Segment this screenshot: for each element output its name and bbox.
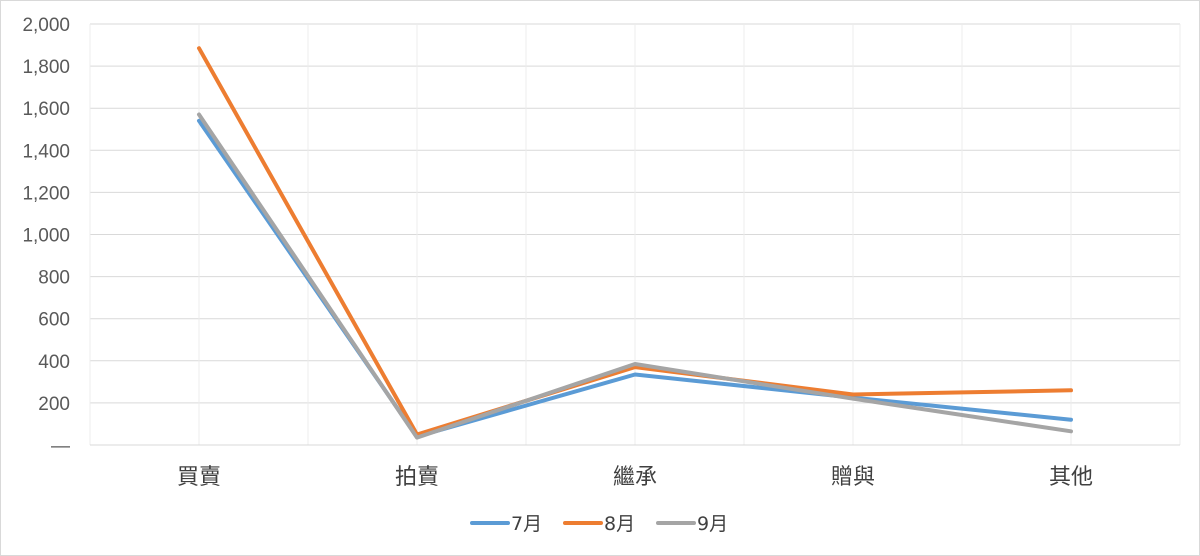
legend-label: 9月 bbox=[697, 513, 728, 535]
y-tick-label: 800 bbox=[38, 268, 70, 289]
x-tick-label: 其他 bbox=[1049, 465, 1093, 490]
x-tick-label: 贈與 bbox=[831, 465, 875, 490]
legend-label: 8月 bbox=[604, 513, 635, 535]
y-tick-label: 1,000 bbox=[22, 226, 70, 247]
y-tick-label: 1,400 bbox=[22, 141, 70, 162]
x-tick-label: 繼承 bbox=[613, 465, 657, 490]
series-lines bbox=[197, 46, 1073, 440]
x-tick-label: 拍賣 bbox=[395, 465, 439, 490]
series-line-2 bbox=[197, 46, 1073, 437]
y-tick-label: 1,200 bbox=[22, 183, 70, 204]
x-axis: 買賣 拍賣 繼承 贈與 其他 bbox=[90, 444, 1180, 490]
y-tick-label: 1,800 bbox=[22, 57, 70, 78]
legend-label: 7月 bbox=[511, 513, 542, 535]
y-tick-label: 1,600 bbox=[22, 99, 70, 120]
y-axis: — 200 400 600 800 1,000 1,200 1,400 1,600 1,800 2,… bbox=[22, 15, 70, 457]
y-tick-label: 400 bbox=[38, 352, 70, 373]
y-tick-label: 200 bbox=[38, 394, 70, 415]
y-tick-label: — bbox=[51, 436, 70, 457]
legend: 7月 8月 9月 bbox=[470, 513, 728, 535]
y-tick-label: 600 bbox=[38, 310, 70, 331]
gridlines bbox=[89, 23, 1181, 445]
series-line-3 bbox=[197, 112, 1073, 440]
x-tick-label: 買賣 bbox=[177, 465, 221, 490]
y-tick-label: 2,000 bbox=[22, 15, 70, 36]
